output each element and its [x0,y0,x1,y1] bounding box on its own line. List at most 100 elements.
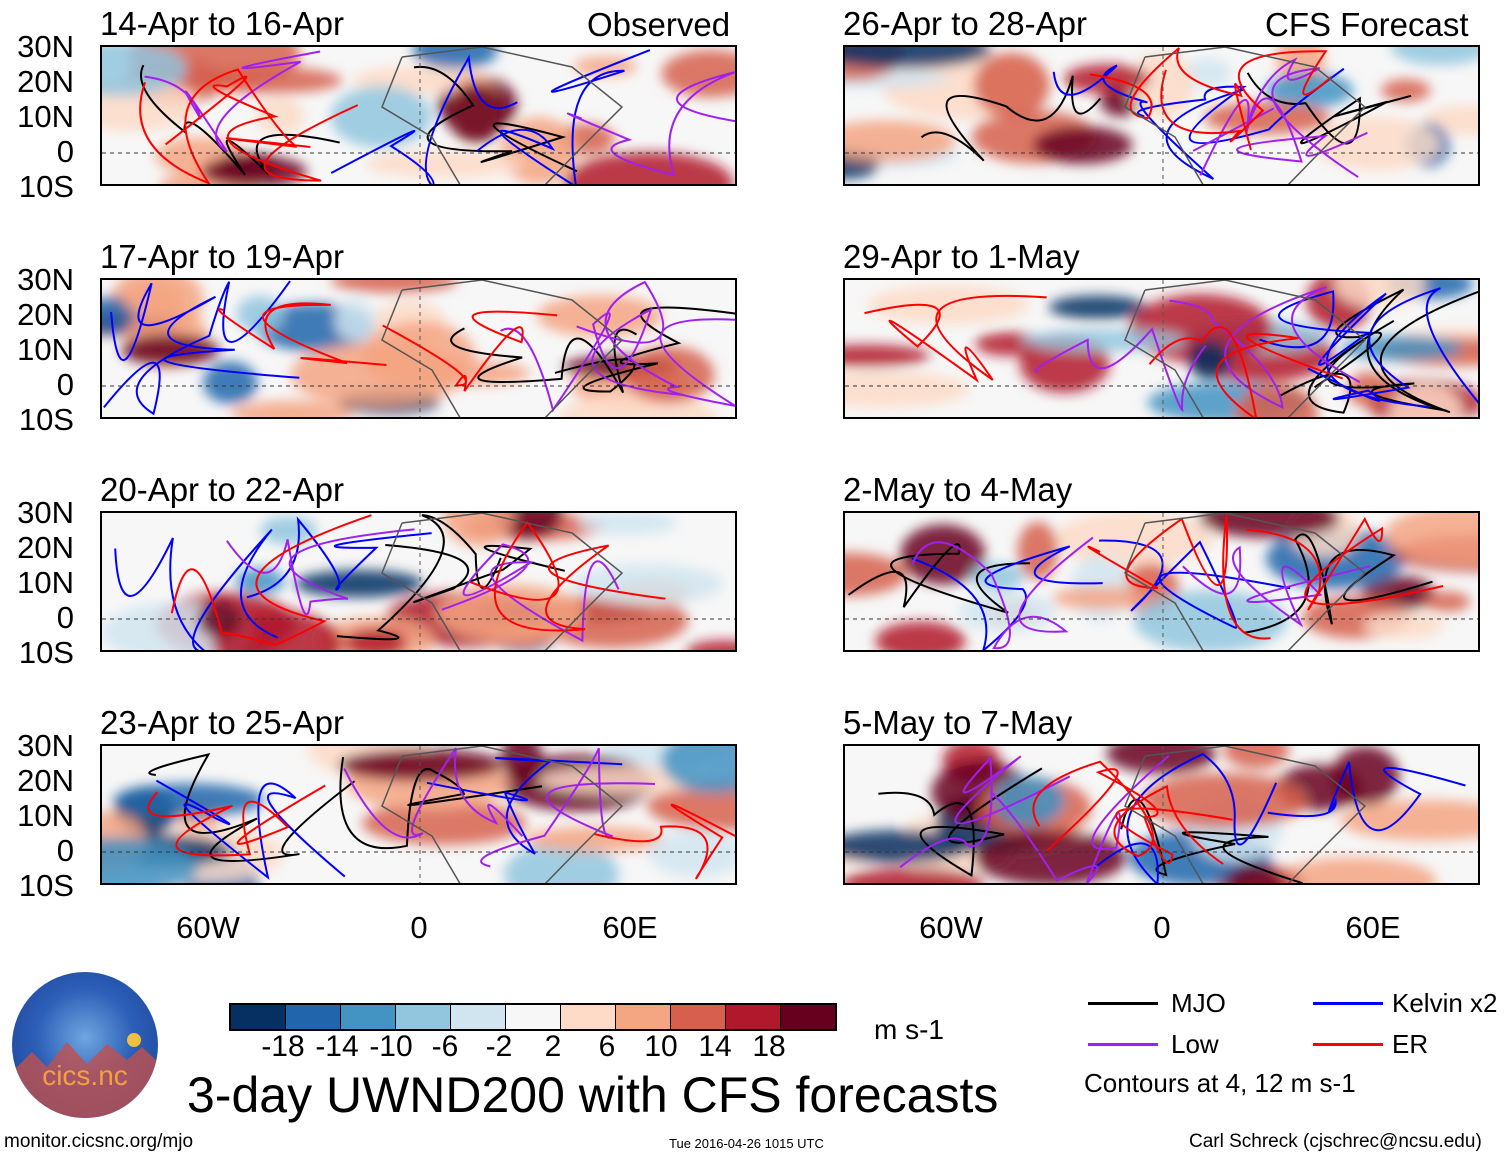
wind-anomaly-shading [973,52,1050,118]
low-contour [480,747,656,868]
er-contour [864,294,1047,383]
wind-anomaly-shading [1017,521,1059,580]
mjo-contour [1246,72,1412,145]
wind-anomaly-shading [338,748,504,781]
wind-anomaly-shading [197,600,242,638]
low-contour [1034,327,1207,413]
map-panel-observed-0 [100,45,737,186]
kelvin-contour [114,528,279,650]
panel-title: 14-Apr to 16-Apr [100,5,344,42]
wind-anomaly-shading [330,280,458,294]
wind-anomaly-shading [845,371,971,408]
low-contour [899,755,1071,869]
er-contour [1032,760,1224,865]
wind-anomaly-shading [1423,591,1471,612]
er-contour [382,310,558,392]
wind-anomaly-shading [330,85,432,148]
kelvin-contour [426,756,623,855]
colorbar-label: -6 [431,1030,459,1063]
wind-anomaly-shading [1048,295,1147,320]
colorbar [229,1003,837,1031]
wind-anomaly-shading [1052,586,1150,610]
wind-anomaly-shading [845,867,985,883]
coastline [381,280,624,417]
low-contour [500,307,683,413]
lat-tick-label: 30N [17,29,74,64]
lon-tick-60w-left: 60W [176,910,240,945]
lat-tick-label: 0 [56,833,74,868]
colorbar-swatch [286,1005,341,1029]
legend-kelvin-label: Kelvin x2 [1392,988,1498,1018]
coastline [381,513,624,650]
kelvin-contour [1137,67,1345,145]
figure-title: 3-day UWND200 with CFS forecasts [187,1067,999,1123]
wind-anomaly-shading [661,49,735,98]
wind-anomaly-shading [335,298,376,342]
er-contour [1046,768,1233,864]
colorbar-units: m s-1 [874,1014,944,1045]
colorbar-swatch [341,1005,396,1029]
mjo-contour [920,75,1102,162]
footer-url[interactable]: monitor.cicsnc.org/mjo [4,1131,194,1152]
wind-anomaly-shading [361,321,476,389]
wind-anomaly-shading [1063,63,1151,94]
panel-title: 23-Apr to 25-Apr [100,704,344,741]
wind-anomaly-shading [102,837,199,883]
lat-tick-label: 0 [56,134,74,169]
colorbar-swatch [231,1005,286,1029]
wind-anomaly-shading [1033,126,1133,164]
er-contour [147,784,326,857]
lat-tick-label: 20N [17,530,74,565]
lat-tick-label: 10N [17,798,74,833]
wind-anomaly-shading [845,47,992,69]
map-panel-observed-1 [100,278,737,419]
legend-note: Contours at 4, 12 m s-1 [1084,1068,1356,1098]
kelvin-contour [1259,290,1429,408]
wind-anomaly-shading [1188,340,1232,380]
coastline [381,47,624,184]
wind-anomaly-shading [1312,116,1441,171]
lat-tick-label: 10S [18,635,74,670]
wind-anomaly-shading [974,830,1127,883]
wind-anomaly-shading [230,400,354,417]
wind-anomaly-shading [1384,513,1478,567]
panel-title: 5-May to 7-May [843,704,1073,741]
kelvin-contour [911,545,1103,650]
kelvin-contour [103,280,291,416]
wind-anomaly-shading [203,361,258,404]
wind-anomaly-shading [646,781,735,831]
low-contour [911,536,1094,650]
wind-anomaly-shading [1141,773,1308,829]
coastline [381,746,624,883]
wind-anomaly-shading [365,150,524,178]
lat-tick-label: 20N [17,64,74,99]
colorbar-swatch [616,1005,671,1029]
kelvin-contour [1052,64,1245,180]
lat-tick-label: 30N [17,262,74,297]
wind-anomaly-shading [255,96,305,135]
lat-tick-label: 10S [18,402,74,437]
lat-tick-label: 20N [17,297,74,332]
er-contour [594,803,735,880]
mjo-contour [339,756,543,850]
map-panel-forecast-0 [843,45,1480,186]
wind-anomaly-shading [845,120,956,163]
coastline [1124,280,1367,417]
wind-anomaly-shading [1223,746,1290,769]
lat-tick-label: 0 [56,367,74,402]
wind-anomaly-shading [212,609,343,650]
lat-tick-label: 10N [17,565,74,600]
low-contour [1192,57,1359,178]
er-contour [217,302,387,367]
er-contour [139,68,311,184]
wind-anomaly-shading [102,47,188,97]
wind-anomaly-shading [1390,47,1478,66]
colorbar-label: -10 [369,1030,413,1063]
wind-anomaly-shading [1225,863,1286,883]
lat-tick-label: 10N [17,332,74,367]
panel-title: 29-Apr to 1-May [843,238,1080,275]
colorbar-swatch [671,1005,726,1029]
mjo-contour [413,65,578,173]
colorbar-label: 2 [544,1030,562,1063]
lon-tick-60e-left: 60E [602,910,658,945]
